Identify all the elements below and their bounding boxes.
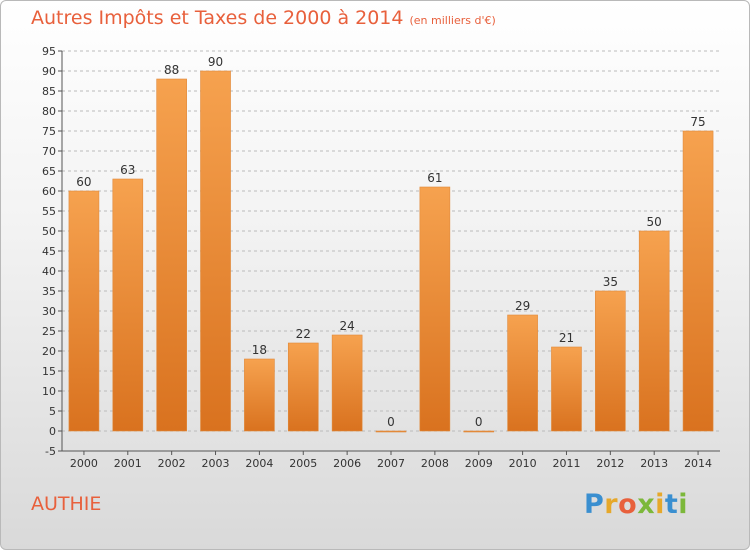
bar-2008 bbox=[419, 186, 451, 432]
bar-2003 bbox=[200, 70, 231, 432]
y-tick-label: 15 bbox=[42, 365, 56, 378]
logo-letter: i bbox=[655, 489, 665, 520]
data-label-2005: 22 bbox=[296, 327, 311, 341]
bar-2013 bbox=[638, 230, 670, 432]
bar-2011 bbox=[551, 346, 582, 432]
y-tick-label: 95 bbox=[42, 45, 56, 58]
x-tick-label-2000: 2000 bbox=[70, 457, 98, 470]
logo-letter: i bbox=[678, 489, 689, 520]
bar-2002 bbox=[156, 78, 187, 432]
y-tick-label: 10 bbox=[42, 385, 56, 398]
data-label-2003: 90 bbox=[208, 55, 223, 69]
title-unit: (en milliers d'€) bbox=[409, 14, 496, 27]
data-label-2000: 60 bbox=[76, 175, 91, 189]
bar-2007 bbox=[375, 430, 407, 433]
x-tick-label-2012: 2012 bbox=[596, 457, 624, 470]
y-tick-label: 75 bbox=[42, 125, 56, 138]
y-tick-label: 65 bbox=[42, 165, 56, 178]
x-tick-label-2006: 2006 bbox=[333, 457, 361, 470]
bar-2000 bbox=[68, 190, 100, 432]
data-label-2001: 63 bbox=[120, 163, 135, 177]
y-tick-label: 50 bbox=[42, 225, 56, 238]
bar-2005 bbox=[287, 342, 319, 432]
bar-2010 bbox=[507, 314, 538, 432]
x-tick-label-2004: 2004 bbox=[245, 457, 273, 470]
logo-letter: P bbox=[584, 489, 605, 520]
bar-2014 bbox=[682, 130, 714, 432]
data-label-2007: 0 bbox=[387, 415, 395, 429]
logo-letter: x bbox=[637, 489, 656, 520]
data-label-2011: 21 bbox=[559, 331, 574, 345]
y-tick-label: 60 bbox=[42, 185, 56, 198]
y-tick-label: 70 bbox=[42, 145, 56, 158]
x-tick-label-2014: 2014 bbox=[684, 457, 712, 470]
data-label-2008: 61 bbox=[427, 171, 442, 185]
place-name: AUTHIE bbox=[31, 493, 102, 515]
x-tick-label-2013: 2013 bbox=[640, 457, 668, 470]
data-label-2004: 18 bbox=[252, 343, 267, 357]
bar-2001 bbox=[112, 178, 144, 432]
x-tick-label-2008: 2008 bbox=[421, 457, 449, 470]
data-label-2012: 35 bbox=[603, 275, 618, 289]
y-tick-label: 25 bbox=[42, 325, 56, 338]
x-tick-label-2003: 2003 bbox=[202, 457, 230, 470]
title-text: Autres Impôts et Taxes de 2000 à 2014 bbox=[31, 7, 404, 29]
data-label-2014: 75 bbox=[690, 115, 705, 129]
y-tick-label: -5 bbox=[45, 445, 56, 458]
y-tick-label: 0 bbox=[49, 425, 56, 438]
chart-title: Autres Impôts et Taxes de 2000 à 2014 (en… bbox=[31, 7, 496, 29]
x-tick-label-2007: 2007 bbox=[377, 457, 405, 470]
data-label-2006: 24 bbox=[339, 319, 354, 333]
bar-2012 bbox=[595, 290, 626, 432]
logo-letter: t bbox=[664, 489, 679, 520]
y-tick-label: 45 bbox=[42, 245, 56, 258]
proxiti-logo: Proxiti bbox=[584, 489, 688, 520]
x-tick-label-2011: 2011 bbox=[552, 457, 580, 470]
y-tick-label: 80 bbox=[42, 105, 56, 118]
y-tick-label: 55 bbox=[42, 205, 56, 218]
logo-letter: o bbox=[618, 489, 638, 520]
bar-2009 bbox=[463, 430, 495, 433]
y-tick-label: 40 bbox=[42, 265, 56, 278]
logo-letter: r bbox=[604, 489, 619, 520]
y-tick-label: 5 bbox=[49, 405, 56, 418]
x-tick-label-2010: 2010 bbox=[509, 457, 537, 470]
bar-2004 bbox=[244, 358, 275, 432]
x-tick-label-2009: 2009 bbox=[465, 457, 493, 470]
data-label-2013: 50 bbox=[647, 215, 662, 229]
y-tick-label: 35 bbox=[42, 285, 56, 298]
y-tick-label: 90 bbox=[42, 65, 56, 78]
y-tick-label: 20 bbox=[42, 345, 56, 358]
data-label-2002: 88 bbox=[164, 63, 179, 77]
y-tick-label: 85 bbox=[42, 85, 56, 98]
x-tick-label-2001: 2001 bbox=[114, 457, 142, 470]
data-label-2009: 0 bbox=[475, 415, 483, 429]
y-tick-label: 30 bbox=[42, 305, 56, 318]
bar-2006 bbox=[331, 334, 363, 432]
x-tick-label-2005: 2005 bbox=[289, 457, 317, 470]
x-tick-label-2002: 2002 bbox=[158, 457, 186, 470]
data-label-2010: 29 bbox=[515, 299, 530, 313]
